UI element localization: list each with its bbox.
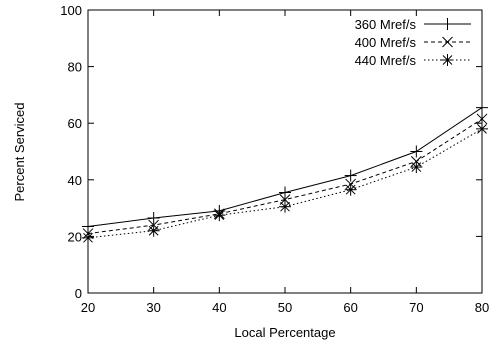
x-tick-label: 70 — [409, 300, 423, 315]
data-point — [213, 209, 226, 222]
data-point — [410, 145, 423, 158]
series-3 — [82, 122, 488, 244]
data-point — [344, 183, 357, 196]
data-point — [82, 220, 94, 233]
data-point — [147, 212, 160, 225]
x-tick-label: 30 — [146, 300, 160, 315]
legend-entry: 400 Mref/s — [355, 35, 471, 50]
y-tick-label: 40 — [68, 173, 82, 188]
x-tick-label: 20 — [81, 300, 95, 315]
y-tick-label: 20 — [68, 229, 82, 244]
data-point — [82, 231, 94, 244]
data-point — [344, 169, 357, 182]
series-layer — [82, 101, 488, 244]
series-line — [87, 128, 483, 239]
data-point — [279, 186, 291, 199]
legend-label: 440 Mref/s — [355, 53, 417, 68]
data-point — [476, 101, 488, 114]
data-point — [476, 122, 488, 135]
x-tick-label: 80 — [475, 300, 489, 315]
y-tick-label: 0 — [75, 286, 82, 301]
y-axis-label: Percent Serviced — [12, 103, 27, 202]
data-point — [410, 161, 423, 174]
legend-marker — [441, 18, 454, 30]
legend-label: 400 Mref/s — [355, 35, 417, 50]
legend: 360 Mref/s 400 Mref/s 440 Mref/s — [355, 17, 471, 68]
plot-frame — [87, 9, 483, 294]
y-tick-label: 80 — [68, 60, 82, 75]
data-point — [279, 200, 291, 213]
x-tick-label: 40 — [212, 300, 226, 315]
y-tick-labels: 0 20 40 60 80 100 — [60, 3, 82, 301]
data-point — [476, 113, 488, 125]
series-1 — [82, 101, 488, 233]
y-tick-label: 100 — [60, 3, 82, 18]
series-2 — [82, 113, 488, 239]
legend-entry: 360 Mref/s — [355, 17, 471, 32]
x-axis-label: Local Percentage — [234, 325, 335, 340]
legend-label: 360 Mref/s — [355, 17, 417, 32]
data-point — [147, 224, 160, 237]
x-tick-labels: 20 30 40 50 60 70 80 — [81, 300, 489, 315]
axis-ticks — [87, 9, 483, 294]
x-tick-label: 60 — [343, 300, 357, 315]
y-tick-label: 60 — [68, 116, 82, 131]
legend-marker — [441, 54, 454, 66]
legend-marker — [442, 36, 453, 48]
x-tick-label: 50 — [278, 300, 292, 315]
legend-entry: 440 Mref/s — [355, 53, 471, 68]
series-line — [87, 118, 483, 235]
